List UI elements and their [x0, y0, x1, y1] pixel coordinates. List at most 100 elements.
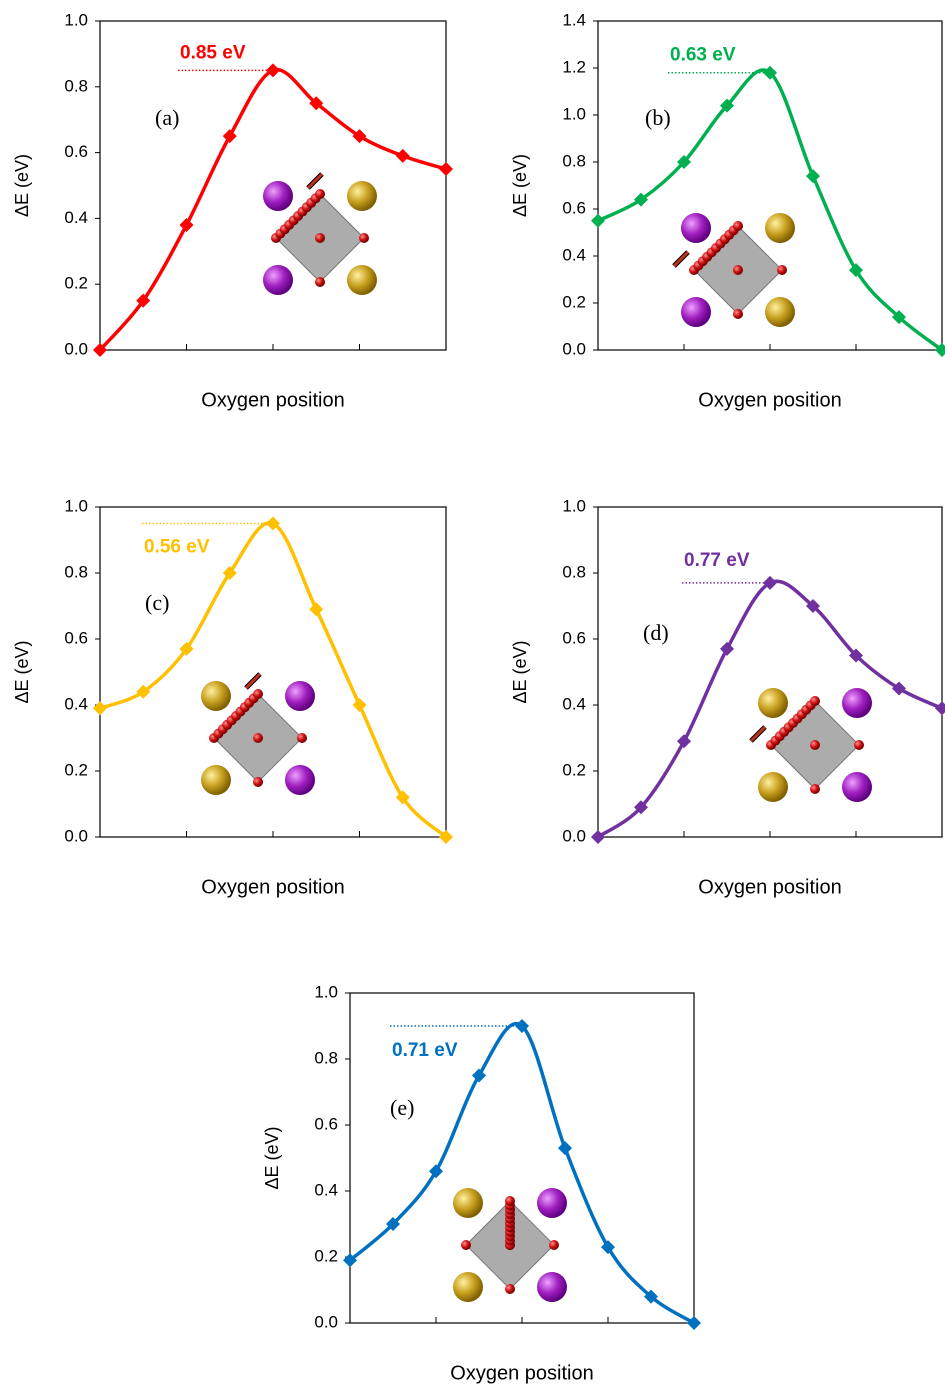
y-tick-label: 0.4: [64, 208, 88, 227]
oxygen-atom: [315, 233, 325, 243]
y-axis-label: ΔE (eV): [510, 640, 530, 703]
cation-sphere: [263, 265, 293, 295]
y-tick-label: 0.6: [562, 628, 586, 647]
data-line: [100, 523, 446, 837]
data-marker: [591, 214, 605, 228]
arrow: [751, 727, 765, 741]
cation-sphere: [681, 213, 711, 243]
y-tick-label: 1.0: [314, 982, 338, 1001]
oxygen-atom: [253, 689, 263, 699]
y-tick-label: 0.2: [562, 292, 586, 311]
y-tick-label: 0.8: [64, 562, 88, 581]
data-marker: [935, 701, 945, 715]
oxygen-atom: [461, 1240, 471, 1250]
y-tick-label: 0.8: [562, 151, 586, 170]
structure-inset: [674, 213, 795, 327]
data-marker: [309, 602, 323, 616]
y-tick-label: 1.0: [562, 104, 586, 123]
oxygen-atom: [777, 265, 787, 275]
y-tick-label: 0.8: [64, 76, 88, 95]
cation-sphere: [681, 297, 711, 327]
barrier-annotation: 0.63 eV: [670, 45, 736, 66]
y-tick-label: 0.2: [314, 1246, 338, 1265]
data-marker: [677, 734, 691, 748]
y-tick-label: 0.2: [64, 274, 88, 293]
cation-sphere: [758, 772, 788, 802]
y-tick-label: 1.4: [562, 10, 586, 29]
cation-sphere: [347, 265, 377, 295]
oxygen-atom: [733, 309, 743, 319]
y-tick-label: 1.0: [64, 10, 88, 29]
x-axis-label: Oxygen position: [698, 876, 841, 898]
cation-sphere: [758, 688, 788, 718]
oxygen-atom: [549, 1240, 559, 1250]
barrier-annotation: 0.56 eV: [144, 537, 210, 558]
y-axis-label: ΔE (eV): [262, 1126, 282, 1189]
oxygen-atom: [810, 740, 820, 750]
y-tick-label: 1.0: [562, 496, 586, 515]
arrow: [246, 674, 260, 688]
data-marker: [806, 169, 820, 183]
y-tick-label: 0.4: [562, 694, 586, 713]
data-marker: [396, 149, 410, 163]
y-tick-label: 0.8: [562, 562, 586, 581]
y-tick-label: 0.0: [562, 339, 586, 358]
oxygen-atom: [505, 1196, 515, 1206]
data-marker: [558, 1141, 572, 1155]
oxygen-atom: [854, 740, 864, 750]
y-axis-label: ΔE (eV): [12, 640, 32, 703]
cation-sphere: [347, 181, 377, 211]
data-marker: [180, 218, 194, 232]
y-tick-label: 0.6: [64, 142, 88, 161]
data-marker: [353, 698, 367, 712]
y-tick-label: 0.0: [64, 339, 88, 358]
y-tick-label: 0.4: [64, 694, 88, 713]
cation-sphere: [201, 765, 231, 795]
cation-sphere: [285, 765, 315, 795]
oxygen-atom: [315, 189, 325, 199]
structure-inset: [263, 174, 377, 295]
barrier-annotation: 0.77 eV: [684, 550, 750, 571]
panel-label: (a): [155, 105, 179, 130]
oxygen-atom: [810, 784, 820, 794]
cation-sphere: [842, 688, 872, 718]
cation-sphere: [201, 681, 231, 711]
panel-label: (b): [645, 105, 671, 130]
data-marker: [720, 642, 734, 656]
cation-sphere: [842, 772, 872, 802]
y-tick-label: 0.4: [562, 245, 586, 264]
x-axis-label: Oxygen position: [450, 1362, 593, 1384]
structure-inset: [453, 1188, 567, 1302]
y-tick-label: 0.0: [314, 1312, 338, 1331]
oxygen-atom: [810, 696, 820, 706]
y-tick-label: 0.8: [314, 1048, 338, 1067]
oxygen-atom: [297, 733, 307, 743]
data-marker: [439, 162, 453, 176]
x-axis-label: Oxygen position: [201, 389, 344, 411]
oxygen-atom: [733, 221, 743, 231]
x-axis-label: Oxygen position: [698, 389, 841, 411]
y-tick-label: 0.6: [562, 198, 586, 217]
oxygen-atom: [253, 777, 263, 787]
figure: 0.0 0.2 0.4 0.6 0.8 1.0 ΔE (eV) Oxygen position…: [0, 0, 945, 1386]
cation-sphere: [453, 1272, 483, 1302]
panel-label: (e): [390, 1095, 414, 1120]
oxygen-atom: [315, 277, 325, 287]
oxygen-atom: [733, 265, 743, 275]
panel-label: (d): [643, 620, 669, 645]
arrow: [674, 252, 688, 266]
data-marker: [93, 701, 107, 715]
y-tick-label: 0.2: [64, 760, 88, 779]
cation-sphere: [765, 213, 795, 243]
y-tick-label: 0.6: [64, 628, 88, 647]
data-marker: [472, 1069, 486, 1083]
cation-sphere: [453, 1188, 483, 1218]
oxygen-atom: [253, 733, 263, 743]
x-axis-label: Oxygen position: [201, 876, 344, 898]
cation-sphere: [263, 181, 293, 211]
cation-sphere: [285, 681, 315, 711]
oxygen-atom: [359, 233, 369, 243]
y-tick-label: 1.0: [64, 496, 88, 515]
y-tick-label: 0.6: [314, 1114, 338, 1133]
barrier-annotation: 0.71 eV: [392, 1040, 458, 1061]
